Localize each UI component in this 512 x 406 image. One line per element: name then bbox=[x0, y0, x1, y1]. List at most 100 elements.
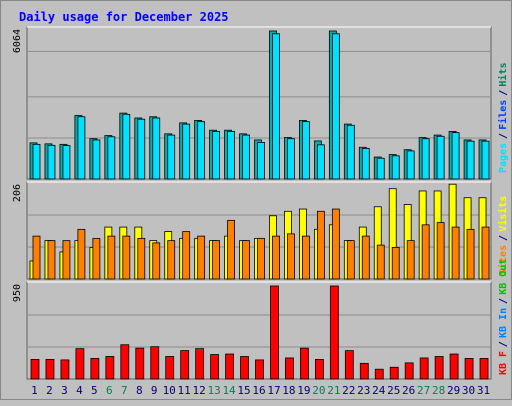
bar-pages bbox=[122, 113, 131, 180]
bar-sites bbox=[212, 240, 221, 280]
legend-kbf: KB F bbox=[498, 351, 509, 375]
bar-pages bbox=[182, 123, 191, 180]
bar-kbytes bbox=[240, 356, 249, 380]
day-label: 2 bbox=[46, 384, 53, 397]
bar-kbytes bbox=[419, 357, 429, 380]
day-label: 29 bbox=[447, 384, 460, 397]
bar-sites bbox=[421, 224, 430, 280]
day-label: 12 bbox=[193, 384, 206, 397]
kbytes-panel bbox=[26, 281, 492, 380]
bar-pages bbox=[257, 141, 265, 180]
bar-kbytes bbox=[449, 353, 459, 380]
bar-pages bbox=[361, 148, 370, 180]
legend-files: Files bbox=[497, 100, 509, 130]
day-label: 14 bbox=[222, 384, 236, 397]
bar-sites bbox=[287, 233, 295, 280]
bar-kbytes bbox=[150, 346, 160, 380]
legend-sep: / bbox=[498, 133, 509, 139]
bar-kbytes bbox=[434, 356, 444, 380]
bar-pages bbox=[212, 131, 221, 180]
legend-visits-sites: Sites / Visits bbox=[497, 196, 509, 275]
day-label: 31 bbox=[477, 384, 490, 397]
legend-hits: Hits bbox=[497, 63, 509, 87]
bar-pages bbox=[436, 135, 445, 180]
bar-pages bbox=[197, 121, 206, 180]
legend-sep: / bbox=[498, 298, 509, 304]
bar-kbytes bbox=[285, 357, 294, 380]
bar-sites bbox=[167, 240, 176, 280]
bar-sites bbox=[436, 222, 445, 280]
bar-pages bbox=[137, 118, 146, 180]
bar-pages bbox=[77, 116, 86, 180]
bar-pages bbox=[316, 144, 325, 180]
bar-sites bbox=[62, 240, 71, 280]
legend-sites: Sites bbox=[497, 245, 509, 275]
day-label: 3 bbox=[61, 384, 68, 397]
bar-kbytes bbox=[404, 362, 414, 380]
bar-pages bbox=[421, 138, 430, 180]
day-label: 24 bbox=[372, 384, 386, 397]
legend-hits-files-pages: Pages / Files / Hits bbox=[497, 63, 509, 173]
bar-sites bbox=[451, 226, 460, 280]
day-label: 11 bbox=[178, 384, 191, 397]
bar-kbytes bbox=[344, 350, 354, 380]
bar-kbytes bbox=[359, 362, 369, 380]
y-max-label-kbytes: 950 bbox=[12, 284, 23, 302]
legend-sep: / bbox=[498, 341, 509, 347]
legend-sep: / bbox=[498, 90, 509, 96]
bar-sites bbox=[122, 235, 131, 280]
bar-sites bbox=[47, 240, 56, 280]
day-label: 26 bbox=[402, 384, 415, 397]
bar-pages bbox=[376, 157, 385, 180]
bar-kbytes bbox=[105, 356, 115, 380]
bar-sites bbox=[316, 210, 325, 280]
day-label: 1 bbox=[31, 384, 38, 397]
bar-sites bbox=[302, 235, 310, 280]
day-label: 27 bbox=[417, 384, 430, 397]
bar-pages bbox=[406, 150, 415, 180]
legend-sep: / bbox=[498, 235, 509, 241]
bar-kbytes bbox=[195, 348, 205, 380]
bar-kbytes bbox=[210, 354, 220, 380]
bar-pages bbox=[47, 144, 56, 180]
bar-pages bbox=[92, 139, 101, 180]
bar-kbytes bbox=[389, 366, 399, 380]
bar-pages bbox=[62, 145, 71, 180]
bar-pages bbox=[302, 121, 310, 180]
bar-kbytes bbox=[225, 353, 234, 380]
bar-sites bbox=[391, 246, 400, 280]
day-label: 22 bbox=[342, 384, 355, 397]
bar-pages bbox=[481, 140, 490, 180]
bar-pages bbox=[451, 132, 460, 180]
day-label: 21 bbox=[327, 384, 340, 397]
bar-pages bbox=[287, 138, 295, 180]
bar-kbytes bbox=[180, 350, 190, 380]
bar-sites bbox=[137, 237, 146, 280]
bar-pages bbox=[242, 134, 250, 180]
bar-sites bbox=[406, 240, 415, 280]
day-label: 18 bbox=[282, 384, 295, 397]
bar-pages bbox=[346, 124, 355, 180]
bar-pages bbox=[167, 134, 176, 180]
bar-sites bbox=[182, 231, 191, 280]
bar-pages bbox=[227, 131, 235, 180]
bar-kbytes bbox=[165, 356, 175, 380]
bar-kbytes bbox=[464, 358, 474, 380]
y-max-label-visits: 206 bbox=[12, 184, 23, 202]
day-label: 5 bbox=[91, 384, 98, 397]
bar-sites bbox=[361, 235, 370, 280]
day-label: 4 bbox=[76, 384, 83, 397]
legend-pages: Pages bbox=[498, 143, 509, 173]
bar-kbytes bbox=[30, 359, 40, 380]
day-label: 20 bbox=[312, 384, 325, 397]
day-label: 13 bbox=[207, 384, 220, 397]
bar-pages bbox=[32, 143, 41, 180]
bar-pages bbox=[152, 117, 161, 180]
legend-kbout: KB Out bbox=[498, 259, 509, 295]
x-axis-day-labels: 1 2 3 4 5 6 7 8 9 10 11 12 13 14 15 16 17 18 19 20 21 22 23 24 2… bbox=[31, 384, 490, 397]
bar-kbytes bbox=[479, 358, 489, 380]
bar-pages bbox=[466, 140, 475, 180]
day-label: 10 bbox=[163, 384, 176, 397]
bar-sites bbox=[227, 219, 235, 280]
